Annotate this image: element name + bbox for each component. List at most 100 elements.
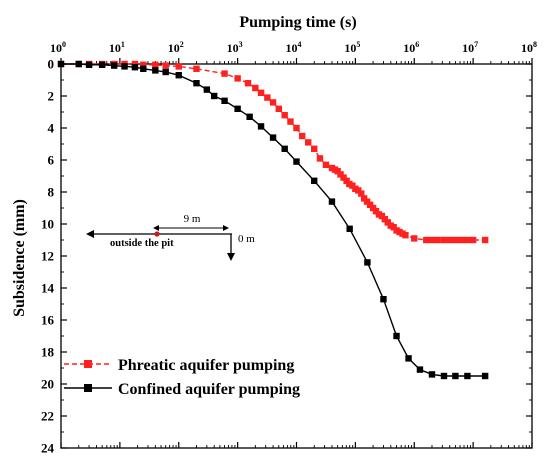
data-point [140, 65, 147, 72]
data-point [221, 97, 228, 104]
legend-phreatic-label: Phreatic aquifer pumping [118, 357, 294, 374]
data-point [257, 123, 265, 130]
data-point [293, 158, 300, 165]
data-point [175, 63, 182, 70]
data-point [234, 75, 241, 82]
data-point [481, 372, 489, 380]
data-point [434, 236, 441, 244]
data-point [75, 60, 82, 68]
origin-label: 0 m [238, 233, 255, 245]
y-tick-label: 4 [48, 121, 55, 136]
left-arrowhead-icon [86, 230, 94, 238]
series-line [61, 63, 486, 241]
y-tick-label: 0 [48, 57, 55, 72]
y-tick-label: 18 [41, 345, 55, 360]
y-tick-label: 8 [48, 185, 55, 200]
data-point [340, 174, 347, 181]
data-point [416, 366, 424, 373]
x-tick-label: 105 [344, 40, 360, 55]
data-point [269, 99, 277, 106]
data-point [57, 60, 65, 68]
data-point [193, 80, 200, 87]
data-point [423, 236, 430, 244]
series-line [61, 63, 486, 377]
data-point [428, 371, 436, 378]
data-point [203, 86, 211, 93]
data-point [162, 68, 169, 76]
x-tick-label: 107 [462, 40, 478, 55]
y-tick-label: 20 [41, 377, 54, 392]
data-point [264, 94, 271, 101]
data-point [393, 332, 400, 340]
data-point [110, 62, 118, 69]
legend: Phreatic aquifer pumping Confined aquife… [64, 357, 300, 398]
x-tick-label: 106 [403, 40, 419, 55]
data-point [452, 236, 459, 244]
data-point [402, 232, 409, 239]
data-point [131, 64, 139, 71]
data-point [304, 139, 312, 146]
data-point [440, 236, 448, 244]
series-phreatic [57, 60, 489, 244]
dimension-arrowhead-right-icon [223, 225, 229, 231]
legend-item-phreatic: Phreatic aquifer pumping [64, 357, 294, 374]
data-point [152, 61, 159, 68]
data-point [244, 80, 252, 87]
legend-confined-marker [84, 384, 92, 392]
legend-phreatic-marker [84, 360, 92, 368]
data-point [287, 118, 294, 125]
data-point [346, 225, 353, 232]
data-point [452, 372, 459, 380]
data-point [210, 92, 218, 100]
distance-label: 9 m [184, 213, 201, 225]
data-point [121, 63, 128, 70]
data-point [481, 236, 489, 244]
data-point [364, 259, 371, 266]
x-tick-label: 108 [521, 40, 537, 55]
data-point [380, 296, 387, 303]
data-point [440, 372, 448, 380]
data-point [257, 89, 265, 96]
y-axis-title: Subsidence (mm) [11, 199, 28, 317]
data-point [464, 372, 471, 380]
x-tick-label: 103 [227, 40, 243, 55]
data-point [269, 134, 277, 141]
data-point [358, 190, 365, 197]
legend-confined-label: Confined aquifer pumping [118, 381, 300, 398]
data-point [293, 124, 300, 132]
data-point [234, 105, 241, 112]
data-point [311, 177, 318, 184]
data-point [405, 355, 412, 362]
series-layer [57, 60, 489, 380]
data-point [458, 236, 465, 244]
y-tick-label: 14 [41, 281, 55, 296]
data-point [152, 67, 159, 74]
x-axis-title: Pumping time (s) [239, 14, 356, 31]
data-point [85, 61, 93, 68]
x-tick-label: 101 [109, 40, 125, 55]
data-point [464, 236, 471, 244]
y-tick-label: 6 [48, 153, 55, 168]
data-point [299, 132, 306, 140]
down-arrowhead-icon [227, 253, 235, 261]
data-point [349, 182, 356, 189]
monitoring-point-marker [154, 231, 160, 237]
data-point [428, 236, 436, 244]
data-point [221, 70, 228, 77]
x-axis-ticks: 100 101 102 103 104 105 106 107 108 [50, 40, 537, 448]
y-tick-label: 10 [41, 217, 54, 232]
x-tick-label: 104 [286, 40, 302, 55]
y-tick-label: 12 [41, 249, 54, 264]
data-point [275, 105, 282, 112]
y-tick-label: 16 [41, 313, 55, 328]
data-point [98, 61, 106, 68]
data-point [162, 62, 169, 69]
data-point [281, 112, 288, 119]
data-point [363, 198, 371, 205]
data-point [193, 65, 200, 72]
data-point [469, 236, 477, 244]
data-point [322, 161, 330, 168]
pit-schematic: 9 m 0 m outside the pit [86, 213, 255, 261]
data-point [246, 113, 253, 120]
